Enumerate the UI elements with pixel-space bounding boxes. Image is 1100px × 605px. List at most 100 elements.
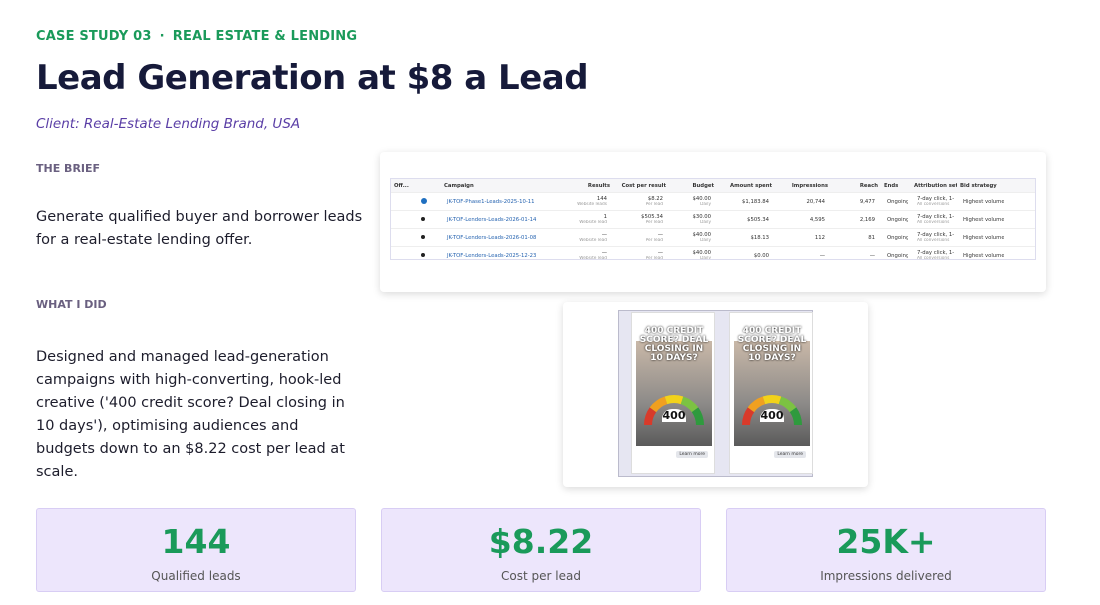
stat-card: $8.22 Cost per lead — [381, 508, 701, 592]
cell-value: JK-TOF-Lenders-Leads-2026-01-08 — [447, 234, 537, 241]
cell: 81 — [831, 235, 881, 241]
gauge-segment — [778, 396, 797, 413]
cell-note: Website lead — [579, 237, 607, 243]
client: Client: Real-Estate Lending Brand, USA — [36, 116, 301, 132]
cell: $8.22 Per lead — [613, 196, 669, 208]
cell-value: Highest volume — [963, 252, 1004, 259]
cell-value: $40.00 — [692, 249, 711, 256]
cell-note: Daily — [700, 201, 711, 207]
stat-value: 25K+ — [836, 522, 936, 561]
cell-value: Ongoing — [887, 234, 908, 241]
cell: Highest volume — [957, 235, 1007, 241]
gauge-score: 400 — [760, 409, 784, 422]
column-header: Reach — [859, 182, 878, 189]
cell-note: Website leads — [577, 201, 607, 207]
stat-value: $8.22 — [488, 522, 594, 561]
cell: $40.00 Daily — [669, 249, 717, 260]
cell: 1 Website lead — [561, 214, 613, 226]
cell-value: — — [657, 249, 663, 256]
cell-value: — — [601, 231, 607, 238]
cell: $40.00 Daily — [669, 196, 717, 208]
cell: 20,744 — [775, 199, 831, 205]
cell-value: 144 — [596, 195, 607, 202]
cell-value: $505.34 — [641, 213, 663, 220]
gauge-segment — [664, 395, 684, 405]
ad-headline: 400 CREDIT SCORE? DEAL CLOSING IN 10 DAY… — [639, 326, 709, 363]
cell-note: All conversions — [917, 219, 950, 225]
table-header: Off... Campaign Results Cost per result Budg… — [391, 179, 1035, 193]
cell: 7-day click, 1-...All conversions — [911, 249, 957, 260]
cell: 7-day click, 1-...All conversions — [911, 232, 957, 244]
cell-value: $30.00 — [692, 213, 711, 220]
section-heading: WHAT I DID — [36, 298, 107, 311]
cell-value: JK-TOF-Lenders-Leads-2026-01-14 — [447, 216, 537, 223]
cell: — Per lead — [613, 249, 669, 260]
cell: JK-TOF-Lenders-Leads-2026-01-14 — [441, 217, 561, 223]
gauge-segment — [789, 407, 802, 426]
cell: — Website lead — [561, 232, 613, 244]
ad-image — [734, 341, 810, 446]
eyebrow-tag: REAL ESTATE & LENDING — [172, 29, 358, 44]
stat-label: Cost per lead — [501, 569, 581, 583]
cell: Highest volume — [957, 217, 1007, 223]
column-header: Cost per result — [621, 182, 666, 189]
column-header: Budget — [692, 182, 714, 189]
ad-headline: 400 CREDIT SCORE? DEAL CLOSING IN 10 DAY… — [737, 326, 807, 363]
cell-value: Ongoing — [887, 198, 908, 205]
cell: JK-TOF-Lenders-Leads-2025-12-23 — [441, 253, 561, 259]
cell-value: 2,169 — [859, 216, 875, 223]
separator: · — [159, 29, 165, 44]
cell: 7-day click, 1-...All conversions — [911, 196, 957, 208]
column-header: Campaign — [444, 182, 474, 189]
table-screenshot — [380, 152, 1046, 292]
stat-card: 144 Qualified leads — [36, 508, 356, 592]
cell-value: JK-TOF-Lenders-Leads-2025-12-23 — [447, 252, 537, 259]
cell-value: 9,477 — [859, 198, 875, 205]
cell-note: Per lead — [645, 219, 663, 225]
gauge-segment — [742, 407, 755, 426]
gauge-segment — [644, 407, 657, 426]
cell: — Per lead — [613, 232, 669, 244]
cell: $1,183.84 — [717, 199, 775, 205]
cell-value: 1 — [603, 213, 607, 220]
section-heading: THE BRIEF — [36, 162, 101, 175]
cell: $18.13 — [717, 235, 775, 241]
cell-note: Per lead — [645, 237, 663, 243]
toggle — [391, 252, 441, 259]
toggle — [391, 197, 441, 206]
cell-value: Highest volume — [963, 216, 1004, 223]
cell-value: JK-TOF-Phase1-Leads-2025-10-11 — [447, 198, 535, 205]
gauge-segment — [747, 396, 766, 413]
gauge-segment — [680, 396, 699, 413]
title: Lead Generation at $8 a Lead — [36, 58, 589, 98]
cell: Ongoing — [881, 253, 911, 259]
section-body: Designed and managed lead-generation cam… — [36, 349, 345, 480]
column-header: Ends — [884, 182, 899, 189]
cell-note: All conversions — [917, 255, 950, 260]
cell: JK-TOF-Phase1-Leads-2025-10-11 — [441, 199, 561, 205]
cell: 7-day click, 1-...All conversions — [911, 214, 957, 226]
cell: JK-TOF-Lenders-Leads-2026-01-08 — [441, 235, 561, 241]
cell-value: $0.00 — [753, 252, 769, 259]
phone-mockup: 400 CREDIT SCORE? DEAL CLOSING IN 10 DAY… — [631, 312, 715, 474]
phone-mockup: 400 CREDIT SCORE? DEAL CLOSING IN 10 DAY… — [729, 312, 813, 474]
cell-note: Per lead — [645, 201, 663, 207]
cell-value: 7-day click, 1-... — [917, 249, 954, 256]
cell: Ongoing — [881, 235, 911, 241]
cell-value: $8.22 — [647, 195, 663, 202]
column-header: Bid strategy — [960, 182, 997, 189]
toggle-dot — [421, 234, 425, 239]
cell-value: 4,595 — [809, 216, 825, 223]
cell-value: Ongoing — [887, 216, 908, 223]
ad-cta: Learn more — [676, 451, 708, 458]
gauge-segment — [762, 395, 782, 405]
cell-note: Daily — [700, 237, 711, 243]
cell: $0.00 — [717, 253, 775, 259]
cell-value: — — [657, 231, 663, 238]
column-header: Attribution setting — [914, 182, 957, 189]
cell-value: 112 — [814, 234, 825, 241]
cell-note: Daily — [700, 255, 711, 260]
cell-value: 7-day click, 1-... — [917, 195, 954, 202]
